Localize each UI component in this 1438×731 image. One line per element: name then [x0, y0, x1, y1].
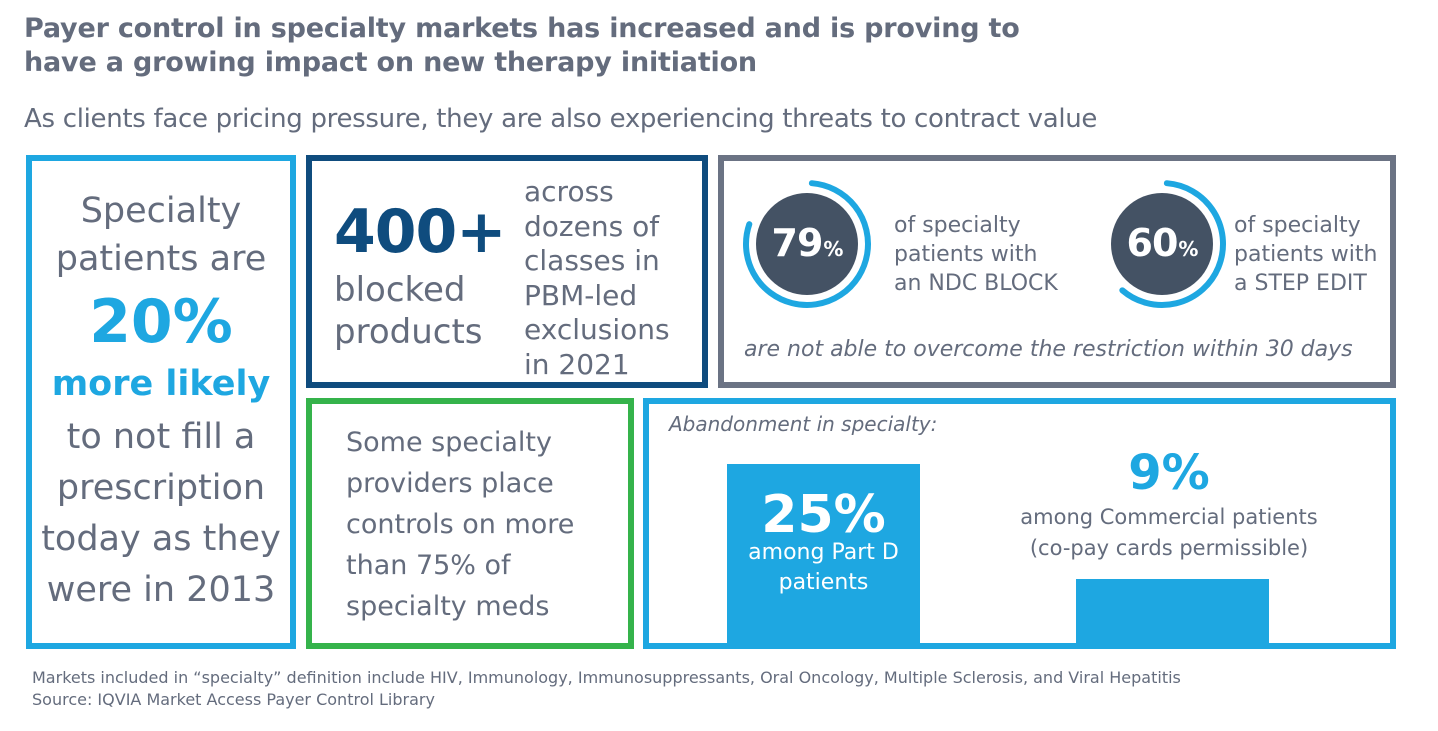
desc-line: across	[524, 175, 614, 208]
blocked-label-line-1: blocked	[334, 270, 466, 310]
likelihood-line-5: today as they	[41, 519, 281, 559]
part-d-value: 25%	[761, 485, 886, 545]
providers-line: than 75% of	[346, 550, 511, 581]
ring-unit: %	[823, 237, 843, 261]
desc-line: dozens of	[524, 209, 660, 243]
providers-text: Some specialty providers place controls …	[346, 422, 574, 627]
bar-label-line: patients	[778, 570, 869, 595]
commercial-value: 9%	[1128, 445, 1210, 501]
step-edit-label: of specialty patients with a STEP EDIT	[1234, 211, 1377, 298]
ring-percent-text: 79%	[742, 219, 872, 273]
ring-center-disc	[1111, 193, 1213, 295]
ring-value: 60	[1126, 221, 1179, 265]
desc-line: exclusions	[524, 313, 670, 346]
providers-line: controls on more	[346, 509, 575, 540]
blocked-products-label: blocked products	[334, 269, 482, 353]
ndc-block-label: of specialty patients with an NDC BLOCK	[894, 211, 1058, 298]
title-line-1: Payer control in specialty markets has i…	[24, 13, 1020, 44]
likelihood-line-3: to not fill a	[66, 417, 256, 457]
ring-value: 79	[771, 221, 824, 265]
ring-label-line: of specialty	[894, 213, 1021, 238]
footer-source: Source: IQVIA Market Access Payer Contro…	[32, 690, 435, 709]
blocked-products-panel: 400+ blocked products across dozens of c…	[306, 155, 708, 388]
title-line-2: have a growing impact on new therapy ini…	[24, 47, 757, 78]
ring-center-disc	[756, 193, 858, 295]
bar-label-line: among Part D	[748, 540, 899, 565]
bar-label-line: (co-pay cards permissible)	[1029, 536, 1309, 560]
part-d-bar: 25% among Part D patients	[727, 464, 920, 643]
rings-footnote: are not able to overcome the restriction…	[744, 337, 1353, 362]
desc-line: in 2021	[524, 347, 630, 381]
likelihood-line-4: prescription	[56, 468, 266, 508]
blocked-products-value: 400+	[334, 197, 507, 267]
providers-panel: Some specialty providers place controls …	[306, 398, 634, 649]
desc-line: PBM-led	[524, 278, 638, 312]
footer-note: Markets included in “specialty” definiti…	[32, 668, 1181, 687]
abandonment-panel: Abandonment in specialty: 25% among Part…	[643, 398, 1396, 649]
commercial-bar	[1076, 578, 1269, 643]
commercial-label: among Commercial patients (co-pay cards …	[999, 502, 1339, 564]
blocked-products-description: across dozens of classes in PBM-led excl…	[524, 175, 670, 382]
ring-label-line: patients with	[1234, 242, 1378, 267]
page-subtitle: As clients face pricing pressure, they a…	[24, 104, 1098, 134]
ring-progress-arc	[1119, 180, 1226, 308]
page-title: Payer control in specialty markets has i…	[24, 12, 1020, 80]
ring-gauge	[1111, 180, 1226, 308]
ring-label-line: an NDC BLOCK	[894, 271, 1058, 296]
ring-label-line: of specialty	[1234, 213, 1361, 238]
ring-unit: %	[1178, 237, 1198, 261]
part-d-label: among Part D patients	[727, 538, 920, 598]
providers-line: providers place	[346, 468, 554, 499]
likelihood-highlight-label: more likely	[51, 364, 271, 404]
ndc-block-ring: 79%	[742, 179, 872, 309]
restriction-rings-panel: 79% of specialty patients with an NDC BL…	[718, 155, 1396, 388]
likelihood-line-1: Specialty	[80, 191, 242, 231]
providers-line: Some specialty	[346, 427, 552, 458]
likelihood-panel: Specialty patients are 20% more likely t…	[26, 155, 296, 649]
bar-label-line: among Commercial patients	[1020, 505, 1318, 529]
ring-label-line: a STEP EDIT	[1234, 271, 1367, 296]
blocked-label-line-2: products	[334, 312, 483, 352]
likelihood-line-2: patients are	[55, 239, 267, 279]
ring-gauge	[743, 180, 871, 308]
ring-percent-text: 60%	[1097, 219, 1227, 273]
step-edit-ring: 60%	[1097, 179, 1227, 309]
ring-progress-arc	[743, 180, 871, 308]
likelihood-value: 20%	[89, 287, 233, 357]
likelihood-line-6: were in 2013	[46, 570, 276, 610]
desc-line: classes in	[524, 244, 660, 277]
ring-label-line: patients with	[894, 242, 1038, 267]
providers-line: specialty meds	[346, 591, 550, 622]
abandonment-label: Abandonment in specialty:	[669, 412, 938, 436]
